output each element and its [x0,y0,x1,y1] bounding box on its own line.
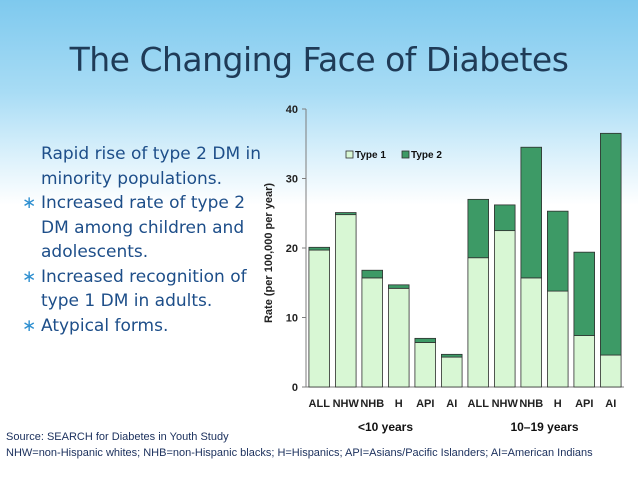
source-note: Source: SEARCH for Diabetes in Youth Stu… [6,431,229,443]
bar-type2 [547,210,569,292]
bar-type2 [414,337,436,343]
bar-type1 [308,249,330,388]
y-axis-label: Rate (per 100,000 per year) [263,183,275,323]
x-tick-label: NHB [519,398,543,410]
x-tick-label: NHW [333,398,360,410]
x-tick-label: NHB [360,398,384,410]
x-tick-label: ALL [468,398,490,410]
y-tick-label: 30 [286,174,298,186]
bar-type2 [467,198,489,259]
bar-type2 [335,212,357,216]
x-tick-label: NHW [492,398,519,410]
bar-type2 [441,353,463,358]
bullet-item: Rapid rise of type 2 DM in minority popu… [41,144,262,189]
bar-type1 [414,342,436,388]
bar-type1 [335,214,357,388]
bar-type1 [600,354,622,388]
legend-swatch-type1 [345,150,354,159]
bar-type2 [520,146,542,279]
group-label: <10 years [358,420,413,434]
bar-type1 [361,277,383,388]
bar-type1 [388,287,410,388]
x-tick-label: AI [605,398,616,410]
bar-type2 [600,132,622,356]
x-tick-label: AI [446,398,457,410]
bar-type2 [308,246,330,251]
group-label: 10–19 years [510,420,578,434]
bar-type1 [547,290,569,388]
bar-type2 [388,284,410,289]
bullet-item: Increased rate of type 2 DM among childr… [22,191,262,265]
y-tick-label: 10 [286,313,298,325]
bullet-list: Rapid rise of type 2 DM in minority popu… [22,142,262,338]
legend-swatch-type2 [401,150,410,159]
bar-type2 [494,204,516,232]
x-tick-label: API [575,398,593,410]
bar-type1 [520,277,542,388]
bullet-item: Atypical forms. [22,314,262,339]
y-tick-label: 0 [292,382,298,394]
legend-label-type1: Type 1 [355,150,386,161]
x-tick-label: H [554,398,562,410]
bar-type2 [573,251,595,336]
abbreviation-note: NHW=non-Hispanic whites; NHB=non-Hispani… [6,447,593,459]
bar-type1 [573,335,595,388]
bar-type1 [441,356,463,388]
bar-type2 [361,269,383,279]
bar-type1 [467,257,489,388]
bar-type1 [494,230,516,388]
x-tick-label: H [395,398,403,410]
slide-title: The Changing Face of Diabetes [69,40,569,79]
legend-label-type2: Type 2 [411,150,442,161]
bullet-item: Increased recognition of type 1 DM in ad… [22,265,262,314]
x-tick-label: API [416,398,434,410]
y-tick-label: 40 [286,104,298,116]
y-tick-label: 20 [286,243,298,255]
x-tick-label: ALL [309,398,331,410]
